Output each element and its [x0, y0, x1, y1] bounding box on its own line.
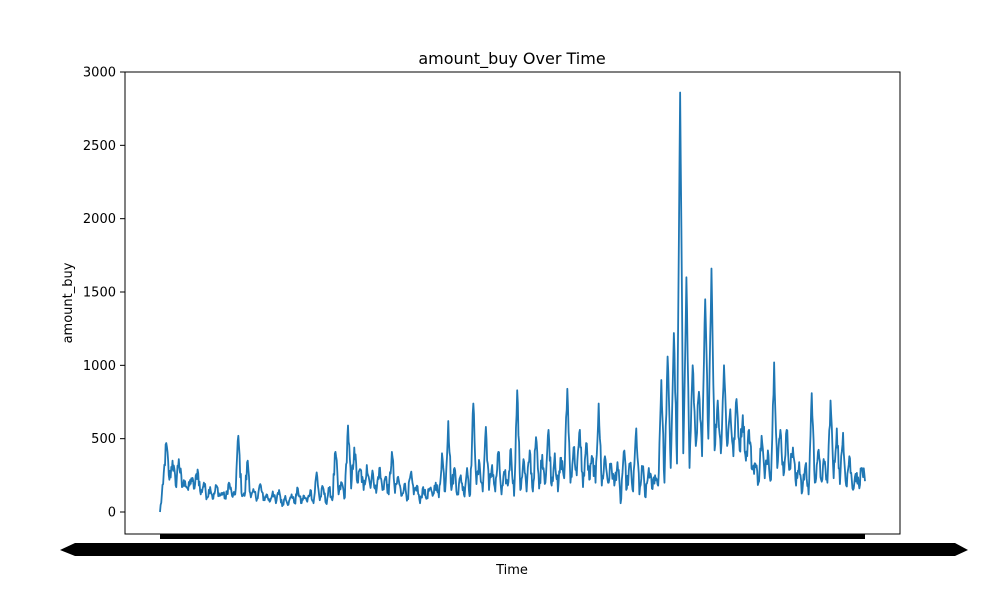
plot-area: [159, 91, 866, 513]
y-tick-label: 0: [108, 506, 116, 521]
y-tick-label: 1500: [83, 286, 116, 301]
y-tick-label: 3000: [83, 66, 116, 81]
x-tick-marks: [160, 534, 865, 539]
series-line-amount-buy: [159, 91, 866, 513]
y-axis-label: amount_buy: [61, 262, 76, 343]
y-tick-label: 500: [91, 432, 116, 447]
chart-title: amount_buy Over Time: [418, 49, 605, 69]
x-axis-label: Time: [495, 563, 528, 578]
x-tick-labels-overlapped: [60, 543, 968, 556]
x-axis: [60, 534, 968, 556]
y-tick-label: 1000: [83, 359, 116, 374]
y-tick-label: 2500: [83, 139, 116, 154]
y-tick-label: 2000: [83, 212, 116, 227]
y-axis: 0 500 1000 1500 2000 2500 3000: [83, 66, 125, 521]
